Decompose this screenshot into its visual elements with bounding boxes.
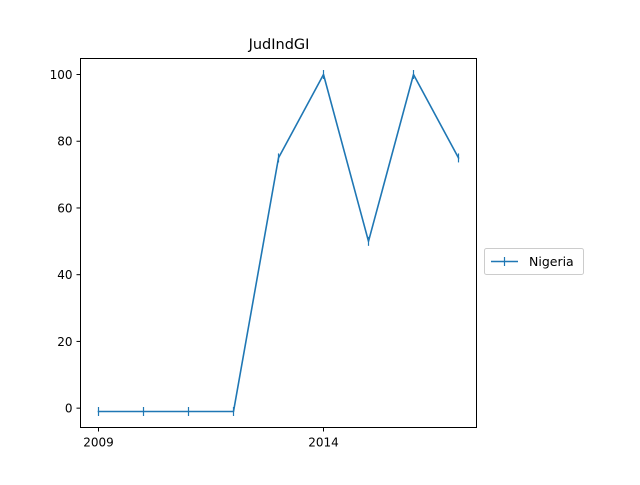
y-tick-label: 40 xyxy=(57,268,72,282)
series-layer xyxy=(97,70,460,416)
y-tick-label: 100 xyxy=(50,68,73,82)
y-tick-label: 80 xyxy=(57,135,72,149)
y-tick-label: 0 xyxy=(65,402,73,416)
plot-area-frame xyxy=(80,58,477,428)
x-tick-label: 2014 xyxy=(308,436,339,450)
y-tick-label: 60 xyxy=(57,201,72,215)
legend-frame xyxy=(484,248,584,275)
legend-label-nigeria: Nigeria xyxy=(529,254,574,269)
chart-title: JudIndGI xyxy=(248,37,310,53)
legend: Nigeria xyxy=(484,248,584,275)
axes-layer: 2009 2014 0 20 40 60 80 100 xyxy=(50,68,339,449)
y-tick-label: 20 xyxy=(57,335,72,349)
x-tick-label: 2009 xyxy=(83,436,114,450)
